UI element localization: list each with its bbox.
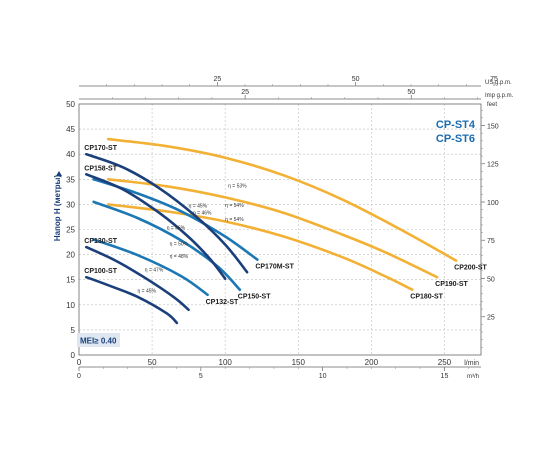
y-tick-label: 25 — [66, 226, 75, 235]
efficiency-label: η = 50% — [170, 242, 189, 248]
x-tick-label: 250 — [438, 358, 452, 367]
series-line-cp200-st — [106, 137, 458, 262]
series-line-cp190-st — [106, 178, 439, 279]
series-label-cp180-st: CP180-ST — [410, 294, 443, 301]
series-line-cp130-st — [85, 245, 190, 312]
bottom-secondary-tick-label: 0 — [77, 373, 81, 380]
bottom-secondary-tick-label: 5 — [199, 373, 203, 380]
efficiency-label: η = 46% — [167, 226, 186, 232]
efficiency-label: η = 47% — [145, 268, 164, 274]
bottom-secondary-tick-label: 15 — [441, 373, 449, 380]
plot-frame — [78, 103, 482, 356]
y-axis-label: Напор Н (метры) — [53, 175, 62, 242]
top-tick-label: 25 — [213, 76, 221, 83]
x-tick-label: 50 — [148, 358, 157, 367]
x-tick-label: 0 — [77, 358, 82, 367]
right-tick-label: 75 — [487, 238, 495, 245]
y-tick-label: 5 — [71, 326, 76, 335]
chart-title-line1: CP-ST4 — [436, 119, 476, 131]
chart-title-line2: CP-ST6 — [436, 133, 475, 145]
series-label-cp190-st: CP190-ST — [435, 281, 468, 288]
y-tick-label: 20 — [66, 251, 75, 260]
series-line-cp100-st — [85, 275, 179, 325]
series-label-cp132-st: CP132-ST — [206, 299, 239, 306]
top-tick-label: 50 — [352, 76, 360, 83]
efficiency-label: η = 54% — [225, 217, 244, 223]
series-label-cp130-st: CP130-ST — [84, 238, 117, 245]
series-line-cp170-st — [85, 152, 249, 274]
labels-group: CP200-ST CP190-ST CP180-ST CP170M-ST CP150-S… — [84, 145, 487, 306]
bottom-secondary-tick-label: 10 — [319, 373, 327, 380]
top-axis-label: US g.p.m. — [485, 80, 512, 86]
bottom-secondary-axis-label: m³/h — [467, 374, 479, 380]
grid — [79, 104, 481, 355]
series-label-cp150-st: CP150-ST — [238, 294, 271, 301]
x-tick-label: 150 — [292, 358, 306, 367]
x-tick-label: 200 — [365, 358, 379, 367]
right-tick-label: 150 — [487, 123, 499, 130]
y-tick-label: 50 — [66, 100, 75, 109]
y-tick-label: 10 — [66, 301, 75, 310]
right-tick-label: 25 — [487, 315, 495, 322]
efficiency-label: η = 54% — [225, 203, 244, 209]
series-label-cp158-st: CP158-ST — [84, 165, 117, 172]
series-label-cp200-st: CP200-ST — [454, 265, 487, 272]
top-tick-label: 50 — [407, 89, 415, 96]
right-axis-label: feet — [487, 102, 497, 108]
top-axis-label: Imp g.p.m. — [485, 93, 514, 99]
mei-badge: MEI≥ 0.40 — [77, 333, 120, 347]
efficiency-label: η = 48% — [170, 254, 189, 260]
y-tick-label: 30 — [66, 200, 75, 209]
mei-label: MEI≥ 0.40 — [80, 337, 117, 346]
right-tick-label: 125 — [487, 162, 499, 169]
y-tick-label: 15 — [66, 276, 75, 285]
series-line-cp150-st — [92, 200, 242, 291]
series-label-cp170-st: CP170-ST — [84, 145, 117, 152]
efficiency-label: η = 46% — [193, 210, 212, 216]
series-label-cp100-st: CP100-ST — [84, 268, 117, 275]
right-tick-label: 50 — [487, 276, 495, 283]
top-tick-label: 75 — [490, 76, 498, 83]
efficiency-label: η = 45% — [137, 288, 156, 294]
y-tick-label: 0 — [71, 351, 76, 360]
series-line-cp158-st — [85, 173, 227, 280]
series-label-cp170m-st: CP170M-ST — [255, 264, 294, 271]
x-tick-label: 100 — [219, 358, 233, 367]
series-line-cp180-st — [106, 203, 414, 291]
y-axis-arrow-icon — [56, 171, 62, 176]
right-tick-label: 100 — [487, 200, 499, 207]
series-group — [85, 137, 458, 325]
series-line-cp132-st — [92, 238, 209, 297]
y-tick-label: 40 — [66, 150, 75, 159]
x-unit-label: l/min — [464, 360, 479, 367]
efficiency-label: η = 45% — [189, 203, 208, 209]
y-tick-label: 35 — [66, 175, 75, 184]
efficiency-label: η = 53% — [228, 183, 247, 189]
y-tick-label: 45 — [66, 125, 75, 134]
top-tick-label: 25 — [241, 89, 249, 96]
